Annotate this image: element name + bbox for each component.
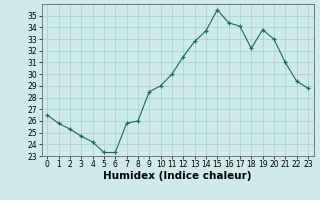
X-axis label: Humidex (Indice chaleur): Humidex (Indice chaleur) <box>103 171 252 181</box>
